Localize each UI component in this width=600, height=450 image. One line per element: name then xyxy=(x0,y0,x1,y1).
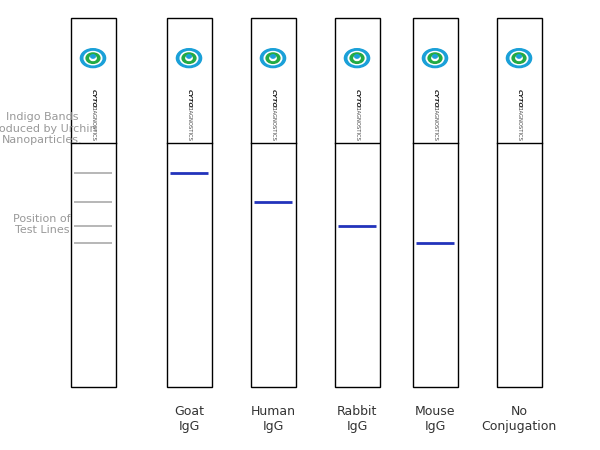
Circle shape xyxy=(506,49,532,68)
Text: Indigo Bands
Produced by Urchin
Nanoparticles.: Indigo Bands Produced by Urchin Nanopart… xyxy=(0,112,97,145)
Text: CYTO: CYTO xyxy=(187,89,191,108)
Circle shape xyxy=(260,49,286,68)
Circle shape xyxy=(176,49,202,68)
Bar xyxy=(251,18,296,387)
Circle shape xyxy=(348,52,366,65)
Circle shape xyxy=(433,55,437,58)
Circle shape xyxy=(187,55,191,58)
Circle shape xyxy=(354,56,360,60)
Text: Mouse
IgG: Mouse IgG xyxy=(415,405,455,433)
Circle shape xyxy=(266,53,280,63)
Text: Position of
Test Lines: Position of Test Lines xyxy=(13,214,71,235)
Circle shape xyxy=(80,49,106,68)
Circle shape xyxy=(428,53,442,63)
Text: DIAGNOSTICS: DIAGNOSTICS xyxy=(433,105,437,141)
Text: DIAGNOSTICS: DIAGNOSTICS xyxy=(187,105,191,141)
Text: DIAGNOSTICS: DIAGNOSTICS xyxy=(355,105,359,141)
Text: Rabbit
IgG: Rabbit IgG xyxy=(337,405,377,433)
Circle shape xyxy=(432,56,438,60)
Circle shape xyxy=(516,56,522,60)
Circle shape xyxy=(271,55,275,58)
Circle shape xyxy=(355,55,359,58)
Circle shape xyxy=(422,49,448,68)
Text: Human
IgG: Human IgG xyxy=(251,405,296,433)
Circle shape xyxy=(182,53,196,63)
Bar xyxy=(167,18,212,387)
Text: CYTO: CYTO xyxy=(517,89,521,108)
Circle shape xyxy=(512,53,526,63)
Circle shape xyxy=(90,56,96,60)
Bar xyxy=(71,18,115,387)
Text: No
Conjugation: No Conjugation xyxy=(481,405,557,433)
Circle shape xyxy=(180,52,198,65)
Circle shape xyxy=(344,49,370,68)
Bar xyxy=(497,18,542,387)
Text: CYTO: CYTO xyxy=(433,89,437,108)
Text: CYTO: CYTO xyxy=(355,89,359,108)
Text: DIAGNOSTICS: DIAGNOSTICS xyxy=(91,105,95,141)
Circle shape xyxy=(270,56,276,60)
Circle shape xyxy=(91,55,95,58)
Text: CYTO: CYTO xyxy=(91,89,95,108)
Circle shape xyxy=(86,53,100,63)
Bar xyxy=(413,18,458,387)
Circle shape xyxy=(264,52,282,65)
Circle shape xyxy=(510,52,528,65)
Text: Goat
IgG: Goat IgG xyxy=(174,405,204,433)
Circle shape xyxy=(426,52,444,65)
Circle shape xyxy=(350,53,364,63)
Circle shape xyxy=(186,56,192,60)
Text: CYTO: CYTO xyxy=(271,89,275,108)
Circle shape xyxy=(517,55,521,58)
Text: DIAGNOSTICS: DIAGNOSTICS xyxy=(517,105,521,141)
Bar xyxy=(335,18,380,387)
Circle shape xyxy=(84,52,102,65)
Text: DIAGNOSTICS: DIAGNOSTICS xyxy=(271,105,275,141)
